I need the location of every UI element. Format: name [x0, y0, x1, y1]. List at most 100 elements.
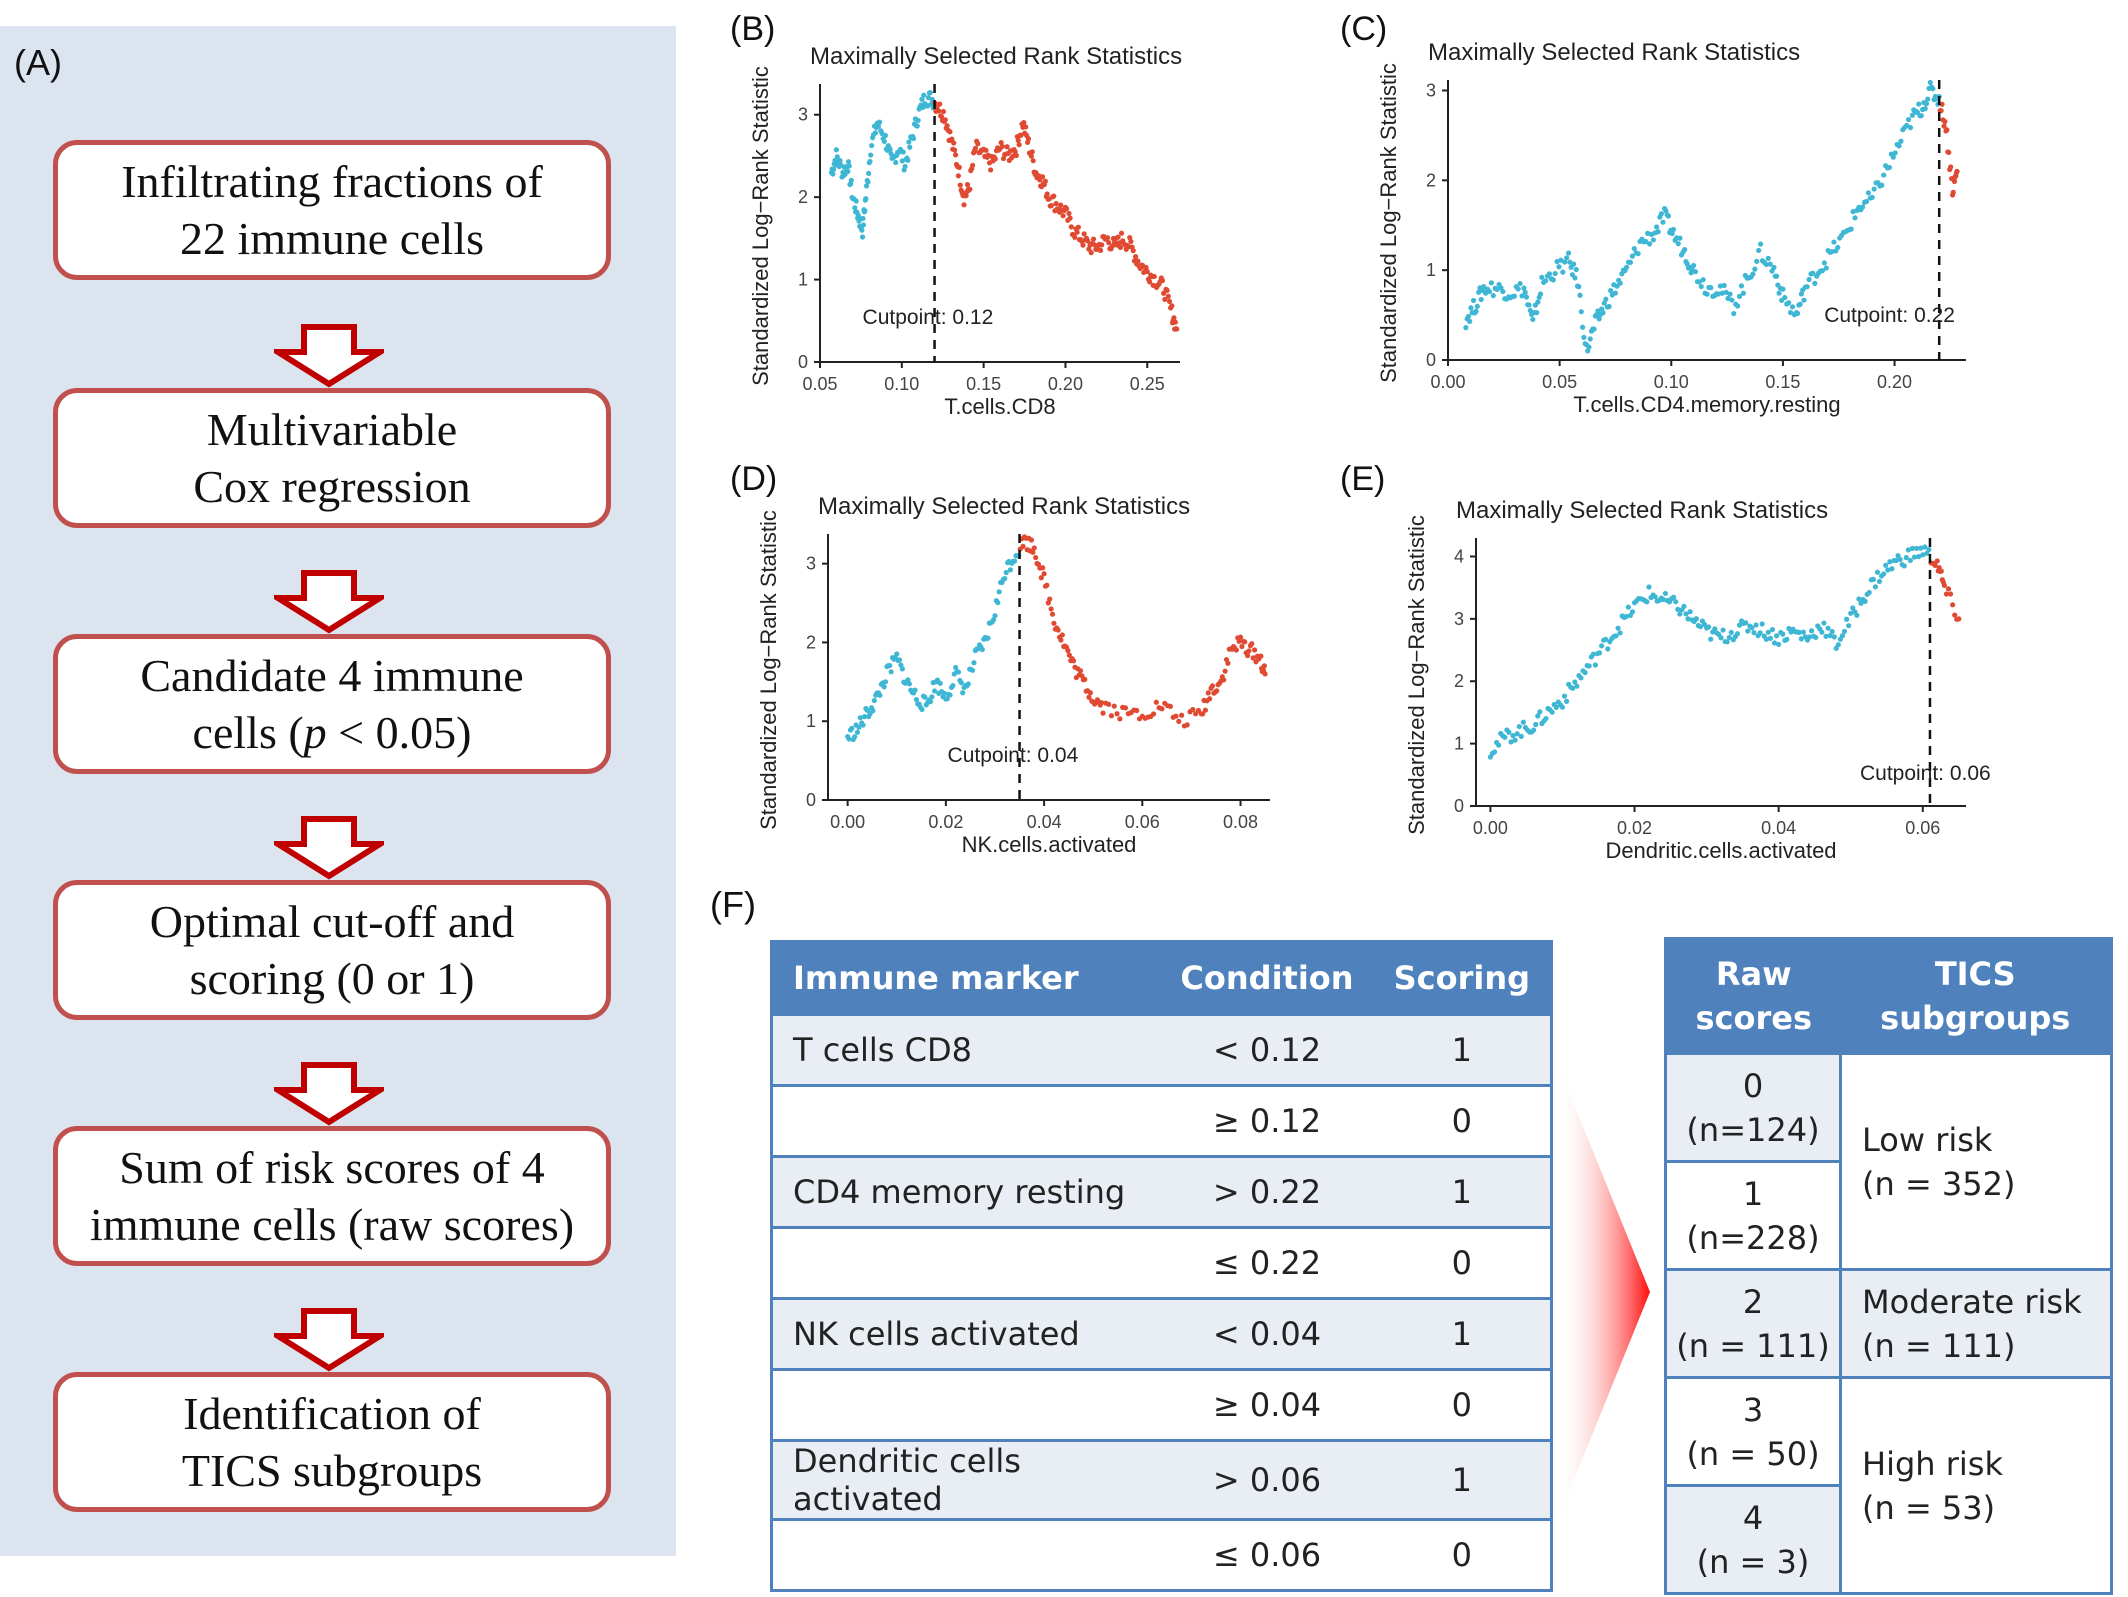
data-point [1806, 276, 1812, 283]
data-point [1058, 637, 1064, 643]
data-point [1600, 310, 1606, 316]
data-point [1753, 622, 1759, 628]
data-point [1534, 310, 1540, 316]
data-point [1082, 676, 1088, 682]
data-point [1463, 325, 1469, 331]
x-tick-label: 0.20 [1877, 372, 1912, 392]
data-point [992, 613, 998, 619]
data-point [1128, 238, 1134, 245]
data-point [1603, 636, 1609, 642]
data-point [1718, 635, 1724, 641]
data-point [1938, 568, 1944, 574]
chart-title: Maximally Selected Rank Statistics [810, 43, 1182, 70]
data-point [1930, 86, 1936, 92]
data-point [1708, 636, 1714, 642]
data-point [1176, 718, 1182, 724]
panel-a-flowchart: (A) Infiltrating fractions of 22 immune … [0, 26, 676, 1556]
data-point [1533, 721, 1539, 728]
data-point [870, 708, 876, 714]
data-point [1164, 287, 1170, 293]
data-point [988, 167, 994, 173]
data-point [927, 699, 934, 705]
data-point [852, 205, 858, 211]
data-point [1665, 213, 1672, 219]
data-point [1520, 719, 1526, 725]
data-point [906, 681, 912, 687]
data-point [861, 714, 868, 720]
data-point [1789, 304, 1796, 310]
data-point [1561, 693, 1568, 699]
data-point [1143, 264, 1149, 271]
chart-svg: (C) Maximally Selected Rank Statistics 0.0… [1340, 10, 1966, 417]
data-point [1629, 609, 1636, 615]
data-point [936, 108, 942, 114]
data-point [1780, 631, 1786, 637]
data-point [1627, 259, 1634, 266]
data-point [1612, 290, 1619, 296]
data-point [1097, 247, 1104, 253]
x-tick-label: 0.04 [1027, 812, 1062, 832]
data-point [1028, 153, 1034, 159]
data-point [866, 170, 872, 176]
data-point [1012, 558, 1018, 564]
data-point [1860, 204, 1866, 210]
data-point [1570, 685, 1576, 691]
data-point [955, 173, 961, 179]
data-point [1901, 563, 1907, 569]
data-point [907, 144, 913, 150]
data-point [1117, 716, 1123, 722]
data-point [1939, 101, 1945, 107]
down-arrow-icon [274, 816, 384, 880]
data-point [1467, 318, 1473, 324]
x-axis-label: NK.cells.activated [962, 832, 1137, 857]
cutpoint-label: Cutpoint: 0.06 [1860, 762, 1991, 785]
y-axis-label: Standardized Log−Rank Statistic [748, 66, 773, 386]
data-point [1592, 662, 1599, 668]
data-point [1029, 149, 1035, 155]
data-point [1617, 280, 1623, 286]
scoring-cell: 1 [1373, 1297, 1552, 1370]
x-tick-label: 0.00 [1430, 372, 1465, 392]
data-point [1051, 193, 1057, 199]
data-point [1827, 633, 1833, 639]
chart-letter: (D) [730, 460, 777, 498]
data-point [1911, 554, 1918, 560]
data-point [1922, 544, 1928, 550]
data-point [1754, 258, 1760, 264]
data-point [1236, 638, 1242, 644]
data-point [952, 147, 958, 153]
data-point [1671, 594, 1677, 600]
data-point [1743, 620, 1749, 626]
y-tick-label: 3 [798, 105, 808, 125]
data-point [1874, 569, 1881, 575]
y-tick-label: 2 [798, 187, 808, 207]
data-point [1896, 143, 1902, 149]
data-point [952, 152, 959, 158]
flow-step-3-tail: < 0.05) [326, 707, 472, 758]
data-point [1577, 292, 1583, 298]
data-point [1677, 235, 1683, 241]
data-point [1473, 308, 1479, 314]
chart-letter: (B) [730, 10, 775, 48]
chart-letter: (C) [1340, 10, 1387, 48]
data-point [1848, 226, 1854, 232]
data-point [1117, 244, 1123, 251]
data-point [1169, 303, 1175, 309]
data-point [845, 168, 851, 175]
data-point [1932, 562, 1938, 568]
data-point [1249, 641, 1255, 647]
data-point [955, 669, 962, 675]
data-point [1876, 578, 1883, 585]
data-point [990, 617, 997, 623]
data-point [1735, 303, 1741, 309]
table-row: Dendritic cells activated > 0.06 1 [771, 1439, 1552, 1520]
data-point [1118, 230, 1125, 236]
data-point [1581, 334, 1587, 341]
x-tick-label: 0.05 [1542, 372, 1577, 392]
data-point [1598, 643, 1605, 649]
data-point [963, 193, 969, 199]
data-point [1692, 269, 1699, 275]
data-point [1831, 239, 1837, 245]
subgroup-cell: Moderate risk (n = 111) [1839, 1268, 2113, 1379]
data-point [1729, 297, 1735, 303]
